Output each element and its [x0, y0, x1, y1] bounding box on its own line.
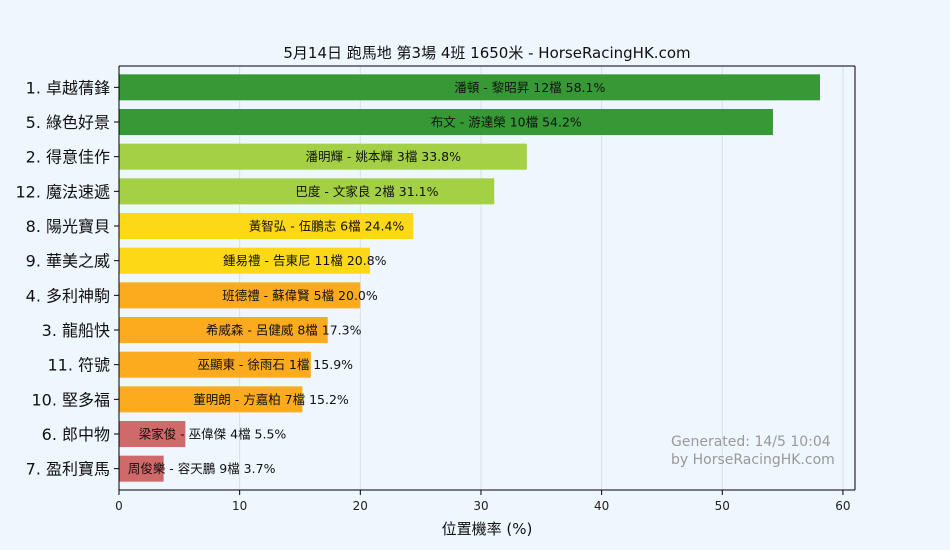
- chart-title: 5月14日 跑馬地 第3場 4班 1650米 - HorseRacingHK.c…: [283, 44, 690, 62]
- annotation-line-2: by HorseRacingHK.com: [671, 452, 835, 468]
- x-tick-label: 40: [594, 499, 609, 513]
- bar-label: 梁家俊 - 巫偉傑 4檔 5.5%: [139, 427, 287, 442]
- bar: [119, 178, 495, 205]
- bar-label: 鍾易禮 - 告東尼 11檔 20.8%: [223, 253, 387, 268]
- bar: [119, 109, 773, 135]
- bar: [119, 143, 527, 170]
- bar: [119, 317, 328, 343]
- y-tick-label: 12. 魔法速遞: [15, 182, 110, 201]
- plot-area: [119, 66, 855, 490]
- bar-label: 巴度 - 文家良 2檔 31.1%: [295, 184, 438, 199]
- y-tick-label: 5. 綠色好景: [26, 113, 110, 132]
- y-tick-label: 10. 堅多福: [31, 390, 110, 409]
- bar: [119, 421, 186, 447]
- bar-label: 周俊樂 - 容天鵬 9檔 3.7%: [128, 461, 276, 476]
- bar-label: 董明朗 - 方嘉柏 7檔 15.2%: [193, 392, 349, 407]
- bar-label: 布文 - 游達榮 10檔 54.2%: [431, 115, 582, 130]
- y-tick-label: 11. 符號: [47, 356, 110, 375]
- y-tick-label: 9. 華美之威: [26, 252, 110, 271]
- x-tick-label: 10: [232, 499, 247, 513]
- bar-label: 希威森 - 呂健威 8檔 17.3%: [206, 323, 362, 338]
- x-tick-label: 0: [115, 499, 123, 513]
- bar: [119, 213, 414, 239]
- bar-label: 黃智弘 - 伍鵬志 6檔 24.4%: [249, 219, 405, 234]
- bar: [119, 386, 303, 413]
- x-tick-label: 30: [473, 499, 488, 513]
- y-tick-label: 7. 盈利寶馬: [26, 460, 110, 479]
- bar: [119, 247, 370, 274]
- bar: [119, 455, 164, 482]
- bar: [119, 282, 361, 309]
- bar: [119, 74, 821, 101]
- annotation-line-1: Generated: 14/5 10:04: [671, 434, 831, 450]
- x-axis-label: 位置機率 (%): [442, 520, 533, 538]
- x-tick-label: 50: [715, 499, 730, 513]
- bar-label: 潘頓 - 黎昭昇 12檔 58.1%: [454, 80, 605, 95]
- y-tick-label: 2. 得意佳作: [26, 148, 110, 167]
- bar-label: 潘明輝 - 姚本輝 3檔 33.8%: [305, 149, 461, 164]
- y-tick-label: 8. 陽光寶貝: [26, 217, 110, 236]
- bar-label: 巫顯東 - 徐雨石 1檔 15.9%: [197, 357, 353, 372]
- x-tick-label: 60: [835, 499, 850, 513]
- y-tick-label: 1. 卓越蒨鋒: [26, 78, 110, 97]
- y-tick-label: 4. 多利神駒: [26, 286, 110, 305]
- x-tick-label: 20: [353, 499, 368, 513]
- y-tick-label: 3. 龍船快: [42, 321, 110, 340]
- bar-label: 班德禮 - 蘇偉賢 5檔 20.0%: [222, 288, 378, 303]
- y-tick-label: 6. 郎中物: [42, 425, 110, 444]
- bar: [119, 351, 311, 378]
